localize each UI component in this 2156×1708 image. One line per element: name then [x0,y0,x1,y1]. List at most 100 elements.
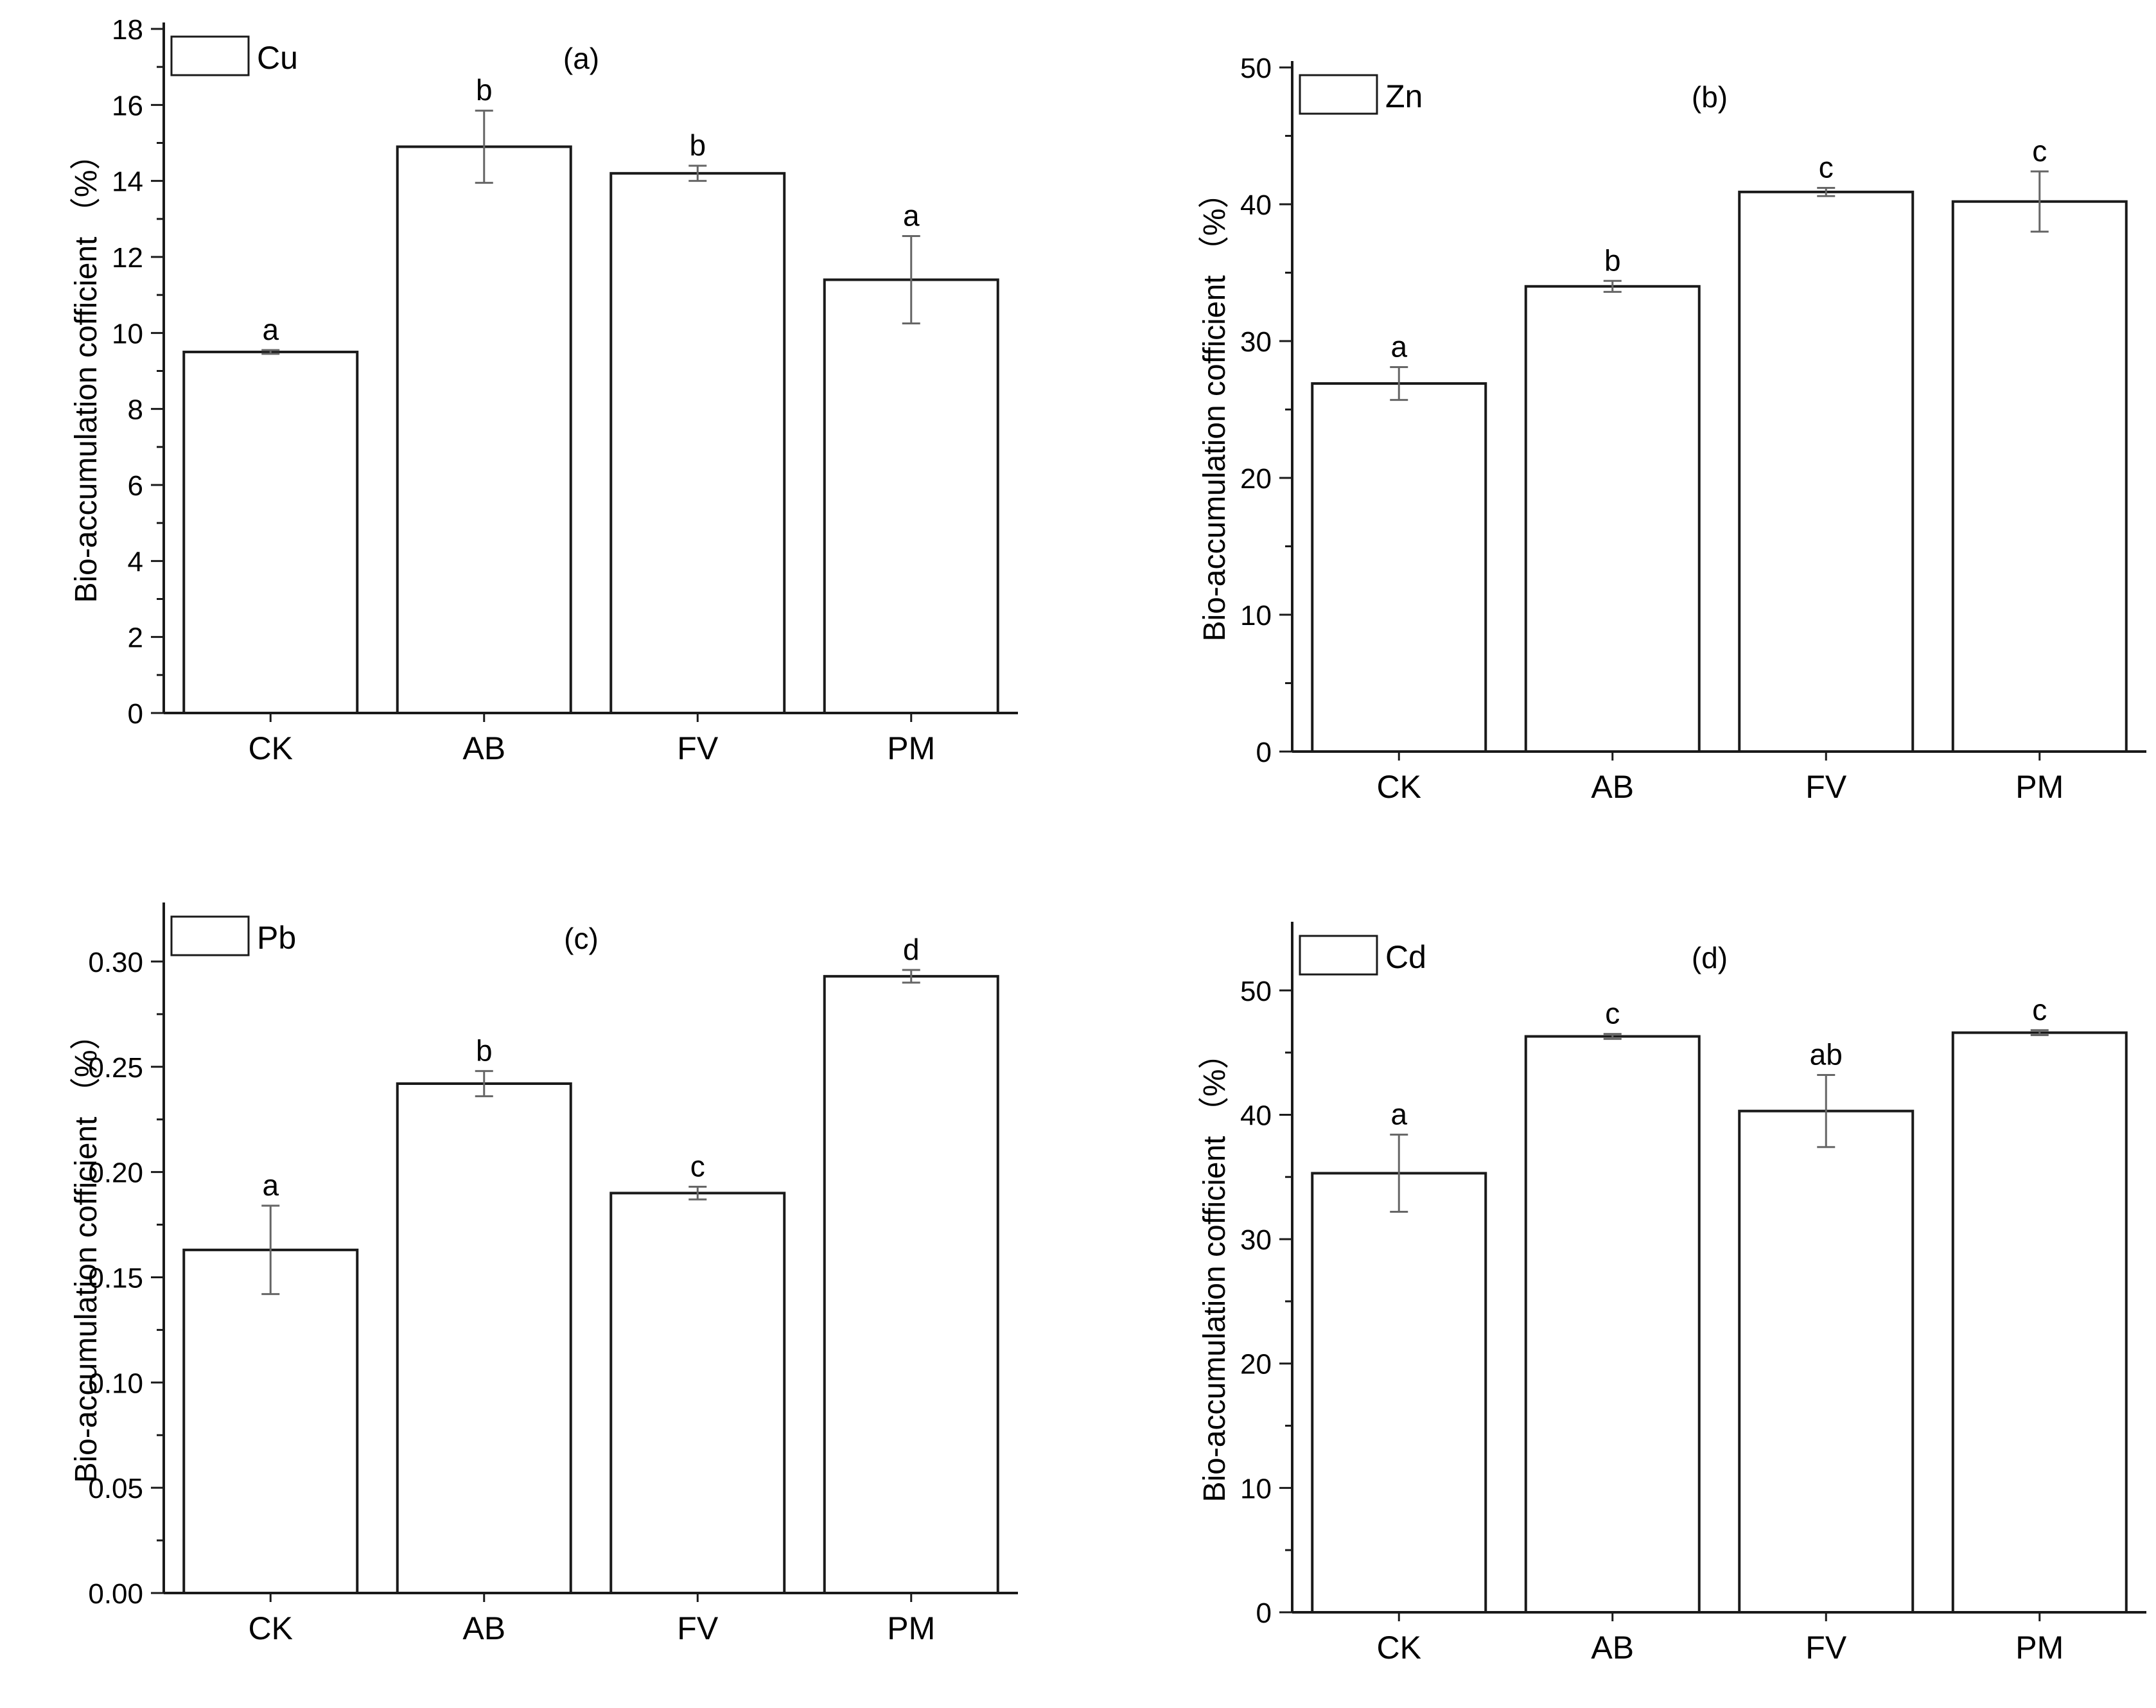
y-tick-label: 14 [112,166,143,198]
significance-letter: b [1604,243,1621,277]
significance-letter: ab [1810,1037,1843,1071]
x-tick-label: AB [1591,769,1634,805]
bar [1524,285,1701,753]
significance-letter: b [476,73,493,107]
x-tick-label: PM [2015,1630,2064,1666]
significance-letter: c [690,1150,705,1183]
chart-b: a CK b AB c FV c PM 0 10 20 30 40 50 Bio-accumulation … [1198,53,2146,805]
x-tick-label: AB [462,1610,505,1646]
bar [1738,1109,1915,1614]
chart-d: a CK c AB ab FV c PM 0 10 20 30 40 50 Bio-accumulation… [1198,922,2146,1666]
y-tick-label: 10 [112,318,143,349]
x-tick-label: PM [887,730,935,766]
y-tick-label: 16 [112,90,143,121]
panel-label: (c) [564,922,599,955]
bar [823,974,999,1595]
x-tick-label: CK [1377,1630,1421,1666]
chart-panel-a: a CK b AB b FV a PM 0 2 4 6 8 10 12 14 16 18 Bio-accumulat… [0,0,1028,803]
x-tick-label: PM [887,1610,935,1646]
legend-label: Zn [1385,78,1423,114]
y-axis-title: Bio-accumulation cofficient （%） [1198,177,1232,641]
x-tick-label: CK [1377,769,1421,805]
y-tick-label: 18 [112,14,143,46]
y-axis-title: Bio-accumulation cofficient （%） [69,1019,103,1483]
x-tick-label: PM [2015,769,2064,805]
significance-letter: a [1390,1097,1407,1131]
y-tick-label: 10 [1240,1473,1272,1504]
significance-letter: d [903,933,920,966]
significance-letter: a [262,313,279,346]
chart-c: a CK b AB c FV d PM 0.00 0.05 0.10 0.15 0.20 0.25 0.30… [69,902,1018,1646]
y-tick-label: 20 [1240,1349,1272,1380]
x-tick-label: CK [249,1610,293,1646]
bar [1951,200,2128,753]
chart-panel-d: a CK c AB ab FV c PM 0 10 20 30 40 50 Bio-accumulation… [1128,899,2156,1702]
bar [1524,1035,1701,1614]
y-tick-label: 2 [128,622,143,654]
y-tick-label: 8 [128,394,143,426]
significance-letter: a [903,198,920,232]
significance-letter: a [1390,330,1407,363]
legend-label: Cu [257,40,298,76]
significance-letter: c [1605,997,1620,1030]
panel-label: (d) [1692,941,1728,974]
panel-label: (a) [563,42,599,75]
y-tick-label: 20 [1240,463,1272,495]
y-tick-label: 30 [1240,326,1272,358]
bar [1738,190,1915,753]
y-tick-label: 50 [1240,976,1272,1007]
legend-swatch [170,915,250,956]
y-tick-label: 4 [128,546,143,577]
significance-letter: c [2032,993,2047,1026]
significance-letter: b [476,1034,493,1067]
y-tick-label: 40 [1240,189,1272,221]
y-tick-label: 0 [128,698,143,730]
legend-swatch [1299,74,1378,115]
x-tick-label: FV [677,1610,719,1646]
chart-a: a CK b AB b FV a PM 0 2 4 6 8 10 12 14 16 18 Bio-accumulat… [69,14,1018,766]
x-tick-label: AB [1591,1630,1634,1666]
y-tick-label: 0 [1256,737,1272,768]
y-tick-label: 30 [1240,1224,1272,1256]
legend-swatch [1299,935,1378,976]
panel-label: (b) [1692,80,1728,114]
legend-label: Pb [257,920,296,956]
bar [182,1248,359,1594]
bar [609,1192,786,1594]
bar [182,350,359,714]
y-tick-label: 0.15 [88,1262,143,1294]
significance-letter: c [2032,134,2047,168]
y-tick-label: 10 [1240,600,1272,631]
y-tick-label: 0.25 [88,1052,143,1084]
x-tick-label: FV [1805,1630,1847,1666]
y-tick-label: 0.30 [88,947,143,978]
significance-letter: c [1819,150,1834,184]
y-tick-label: 0 [1256,1598,1272,1629]
bar [396,145,572,714]
y-tick-label: 50 [1240,53,1272,84]
chart-panel-b: a CK b AB c FV c PM 0 10 20 30 40 50 Bio-accumulation … [1128,39,2156,841]
x-tick-label: FV [1805,769,1847,805]
y-tick-label: 6 [128,470,143,502]
x-tick-label: FV [677,730,719,766]
significance-letter: b [689,128,706,162]
bar [823,278,999,714]
bar [1311,1172,1487,1614]
legend-swatch [170,35,250,76]
bar [1311,382,1487,753]
x-tick-label: CK [249,730,293,766]
bar [1951,1031,2128,1614]
y-tick-label: 0.05 [88,1473,143,1504]
x-tick-label: AB [462,730,505,766]
bar [396,1082,572,1594]
chart-panel-c: a CK b AB c FV d PM 0.00 0.05 0.10 0.15 0.20 0.25 0.30… [0,880,1028,1683]
y-axis-title: Bio-accumulation cofficient （%） [1198,1038,1232,1502]
y-axis-title: Bio-accumulation cofficient （%） [69,139,103,603]
y-tick-label: 40 [1240,1100,1272,1131]
y-tick-label: 0.20 [88,1158,143,1189]
y-tick-label: 0.00 [88,1578,143,1610]
legend-label: Cd [1385,939,1426,975]
significance-letter: a [262,1168,279,1202]
bar [609,172,786,715]
y-tick-label: 0.10 [88,1368,143,1399]
